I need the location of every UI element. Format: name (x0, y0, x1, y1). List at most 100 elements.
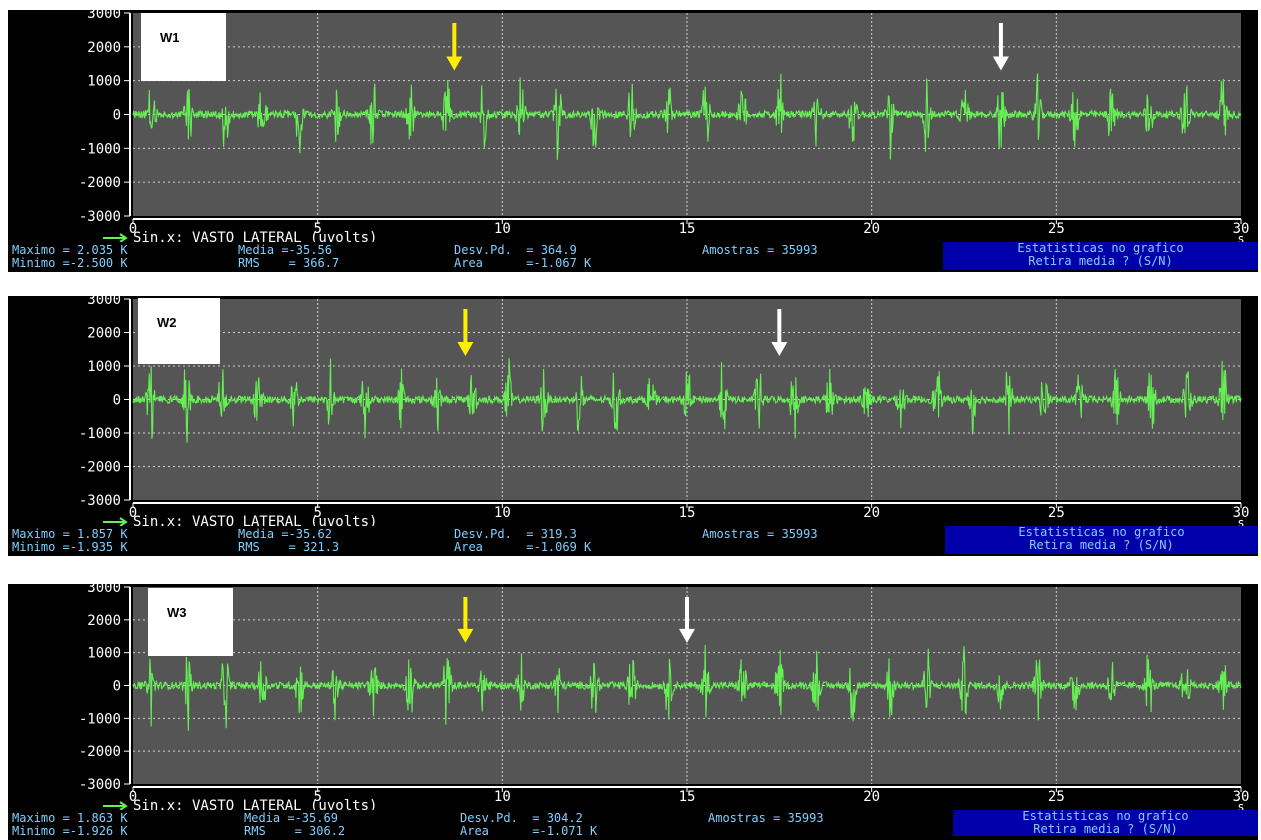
x-tick-label: 15 (679, 221, 696, 237)
arrow-head (679, 628, 695, 643)
x-axis-unit-label: s (1237, 800, 1244, 810)
emg-chart-w2: 3000 2000 1000 0 -1000 -2000 -3000 0 5 10 15 20 25 30… (79, 296, 1250, 526)
window-label-text: W2 (157, 315, 177, 330)
white-arrow-icon (771, 309, 788, 356)
stat-maximo: Maximo = 2.035 K (12, 243, 128, 257)
y-tick-label: 2000 (87, 326, 121, 342)
x-tick-label: 5 (313, 221, 321, 237)
stat-media: Media =-35.69 (244, 811, 338, 825)
stats-bar-w1: Maximo = 2.035 K Minimo =-2.500 K Media … (8, 242, 1258, 272)
stats-prompt-box[interactable]: Estatisticas no grafico Retira media ? (… (945, 526, 1258, 554)
x-tick-label: 20 (863, 789, 880, 805)
x-tick-label: 0 (129, 221, 137, 237)
stat-rms: RMS = 306.2 (244, 824, 346, 838)
emg-chart-w3: 3000 2000 1000 0 -1000 -2000 -3000 0 5 10 15 20 25 30… (79, 584, 1250, 810)
stat-rms: RMS = 321.3 (238, 540, 340, 554)
yellow-arrow-icon (457, 309, 474, 356)
stats-prompt-line2: Retira media ? (S/N) (1029, 538, 1174, 552)
legend-label: Sin.x: VASTO LATERAL (uvolts) (133, 514, 377, 526)
x-axis-unit-label: s (1237, 232, 1244, 242)
y-tick-label: 2000 (87, 613, 121, 629)
white-arrow-icon (679, 597, 695, 643)
stats-prompt-line1: Estatisticas no grafico (1017, 241, 1184, 255)
y-tick-label: -2000 (79, 744, 121, 760)
emg-signal-line (132, 358, 1242, 443)
stats-prompt-box[interactable]: Estatisticas no grafico Retira media ? (… (953, 810, 1258, 836)
x-tick-label: 25 (1048, 505, 1065, 521)
stats-prompt-line2: Retira media ? (S/N) (1028, 254, 1173, 268)
y-tick-label: 1000 (87, 359, 121, 375)
stat-minimo: Minimo =-1.926 K (12, 824, 128, 838)
emg-chart-w1: 3000 2000 1000 0 -1000 -2000 -3000 0 5 10 15 20 25 30… (79, 10, 1250, 242)
y-tick-label: -2000 (79, 460, 121, 476)
x-tick-label: 15 (679, 505, 696, 521)
x-tick-label: 30 (1233, 221, 1250, 237)
x-tick-label: 15 (679, 789, 696, 805)
stats-prompt-line1: Estatisticas no grafico (1018, 525, 1185, 539)
window-label-w1: W1 (141, 13, 226, 81)
emg-panel-w3: 3000 2000 1000 0 -1000 -2000 -3000 0 5 10 15 20 25 30… (8, 584, 1258, 840)
x-tick-label: 10 (494, 505, 511, 521)
y-tick-label: 3000 (87, 296, 121, 308)
window-label-w2: W2 (138, 298, 220, 364)
arrow-head (771, 341, 788, 356)
legend-arrow-icon (103, 233, 128, 242)
x-tick-label: 0 (129, 505, 137, 521)
x-tick-label: 5 (313, 505, 321, 521)
stat-area: Area =-1.071 K (460, 824, 598, 838)
stat-area: Area =-1.069 K (454, 540, 592, 554)
stats-prompt-box[interactable]: Estatisticas no grafico Retira media ? (… (943, 242, 1258, 270)
x-axis-unit-label: s (1237, 516, 1244, 526)
stat-amostras: Amostras = 35993 (702, 243, 818, 257)
stats-bar-w3: Maximo = 1.863 K Minimo =-1.926 K Media … (8, 810, 1258, 840)
x-tick-label: 10 (494, 789, 511, 805)
stat-minimo: Minimo =-1.935 K (12, 540, 128, 554)
y-tick-label: -2000 (79, 175, 121, 191)
stat-desv: Desv.Pd. = 364.9 (454, 243, 577, 257)
y-tick-label: 2000 (87, 40, 121, 56)
yellow-arrow-icon (457, 597, 474, 643)
window-label-w3: W3 (148, 588, 233, 656)
emg-signal-line (132, 73, 1242, 160)
arrow-head (446, 56, 463, 71)
stat-rms: RMS = 366.7 (238, 256, 340, 270)
y-tick-label: -3000 (79, 493, 121, 509)
x-tick-label: 5 (313, 789, 321, 805)
y-tick-label: -1000 (79, 711, 121, 727)
yellow-arrow-icon (446, 23, 463, 71)
x-tick-label: 10 (494, 221, 511, 237)
arrow-head (457, 341, 474, 356)
y-tick-label: 0 (113, 393, 121, 409)
stat-amostras: Amostras = 35993 (708, 811, 824, 825)
white-arrow-icon (992, 23, 1009, 71)
stat-desv: Desv.Pd. = 319.3 (454, 527, 577, 541)
x-tick-label: 0 (129, 789, 137, 805)
stat-desv: Desv.Pd. = 304.2 (460, 811, 583, 825)
x-tick-label: 30 (1233, 789, 1250, 805)
stat-area: Area =-1.067 K (454, 256, 592, 270)
y-tick-label: -3000 (79, 777, 121, 793)
y-tick-label: -3000 (79, 209, 121, 225)
stats-prompt-line2: Retira media ? (S/N) (1033, 822, 1178, 836)
y-tick-label: -1000 (79, 141, 121, 157)
y-tick-label: 3000 (87, 10, 121, 22)
y-tick-label: 1000 (87, 646, 121, 662)
arrow-head (457, 628, 474, 643)
y-tick-label: -1000 (79, 426, 121, 442)
legend-label: Sin.x: VASTO LATERAL (uvolts) (133, 230, 377, 242)
stats-prompt-line1: Estatisticas no grafico (1022, 809, 1189, 823)
stat-maximo: Maximo = 1.857 K (12, 527, 128, 541)
legend-arrow-icon (103, 517, 128, 526)
x-tick-label: 25 (1048, 221, 1065, 237)
stat-minimo: Minimo =-2.500 K (12, 256, 128, 270)
stat-amostras: Amostras = 35993 (702, 527, 818, 541)
stat-maximo: Maximo = 1.863 K (12, 811, 128, 825)
emg-panel-w2: 3000 2000 1000 0 -1000 -2000 -3000 0 5 10 15 20 25 30… (8, 296, 1258, 556)
stat-media: Media =-35.62 (238, 527, 332, 541)
x-tick-label: 30 (1233, 505, 1250, 521)
y-tick-label: 0 (113, 108, 121, 124)
legend-arrow-icon (103, 801, 128, 810)
window-label-text: W3 (167, 605, 187, 620)
arrow-head (992, 56, 1009, 71)
x-tick-label: 20 (863, 221, 880, 237)
